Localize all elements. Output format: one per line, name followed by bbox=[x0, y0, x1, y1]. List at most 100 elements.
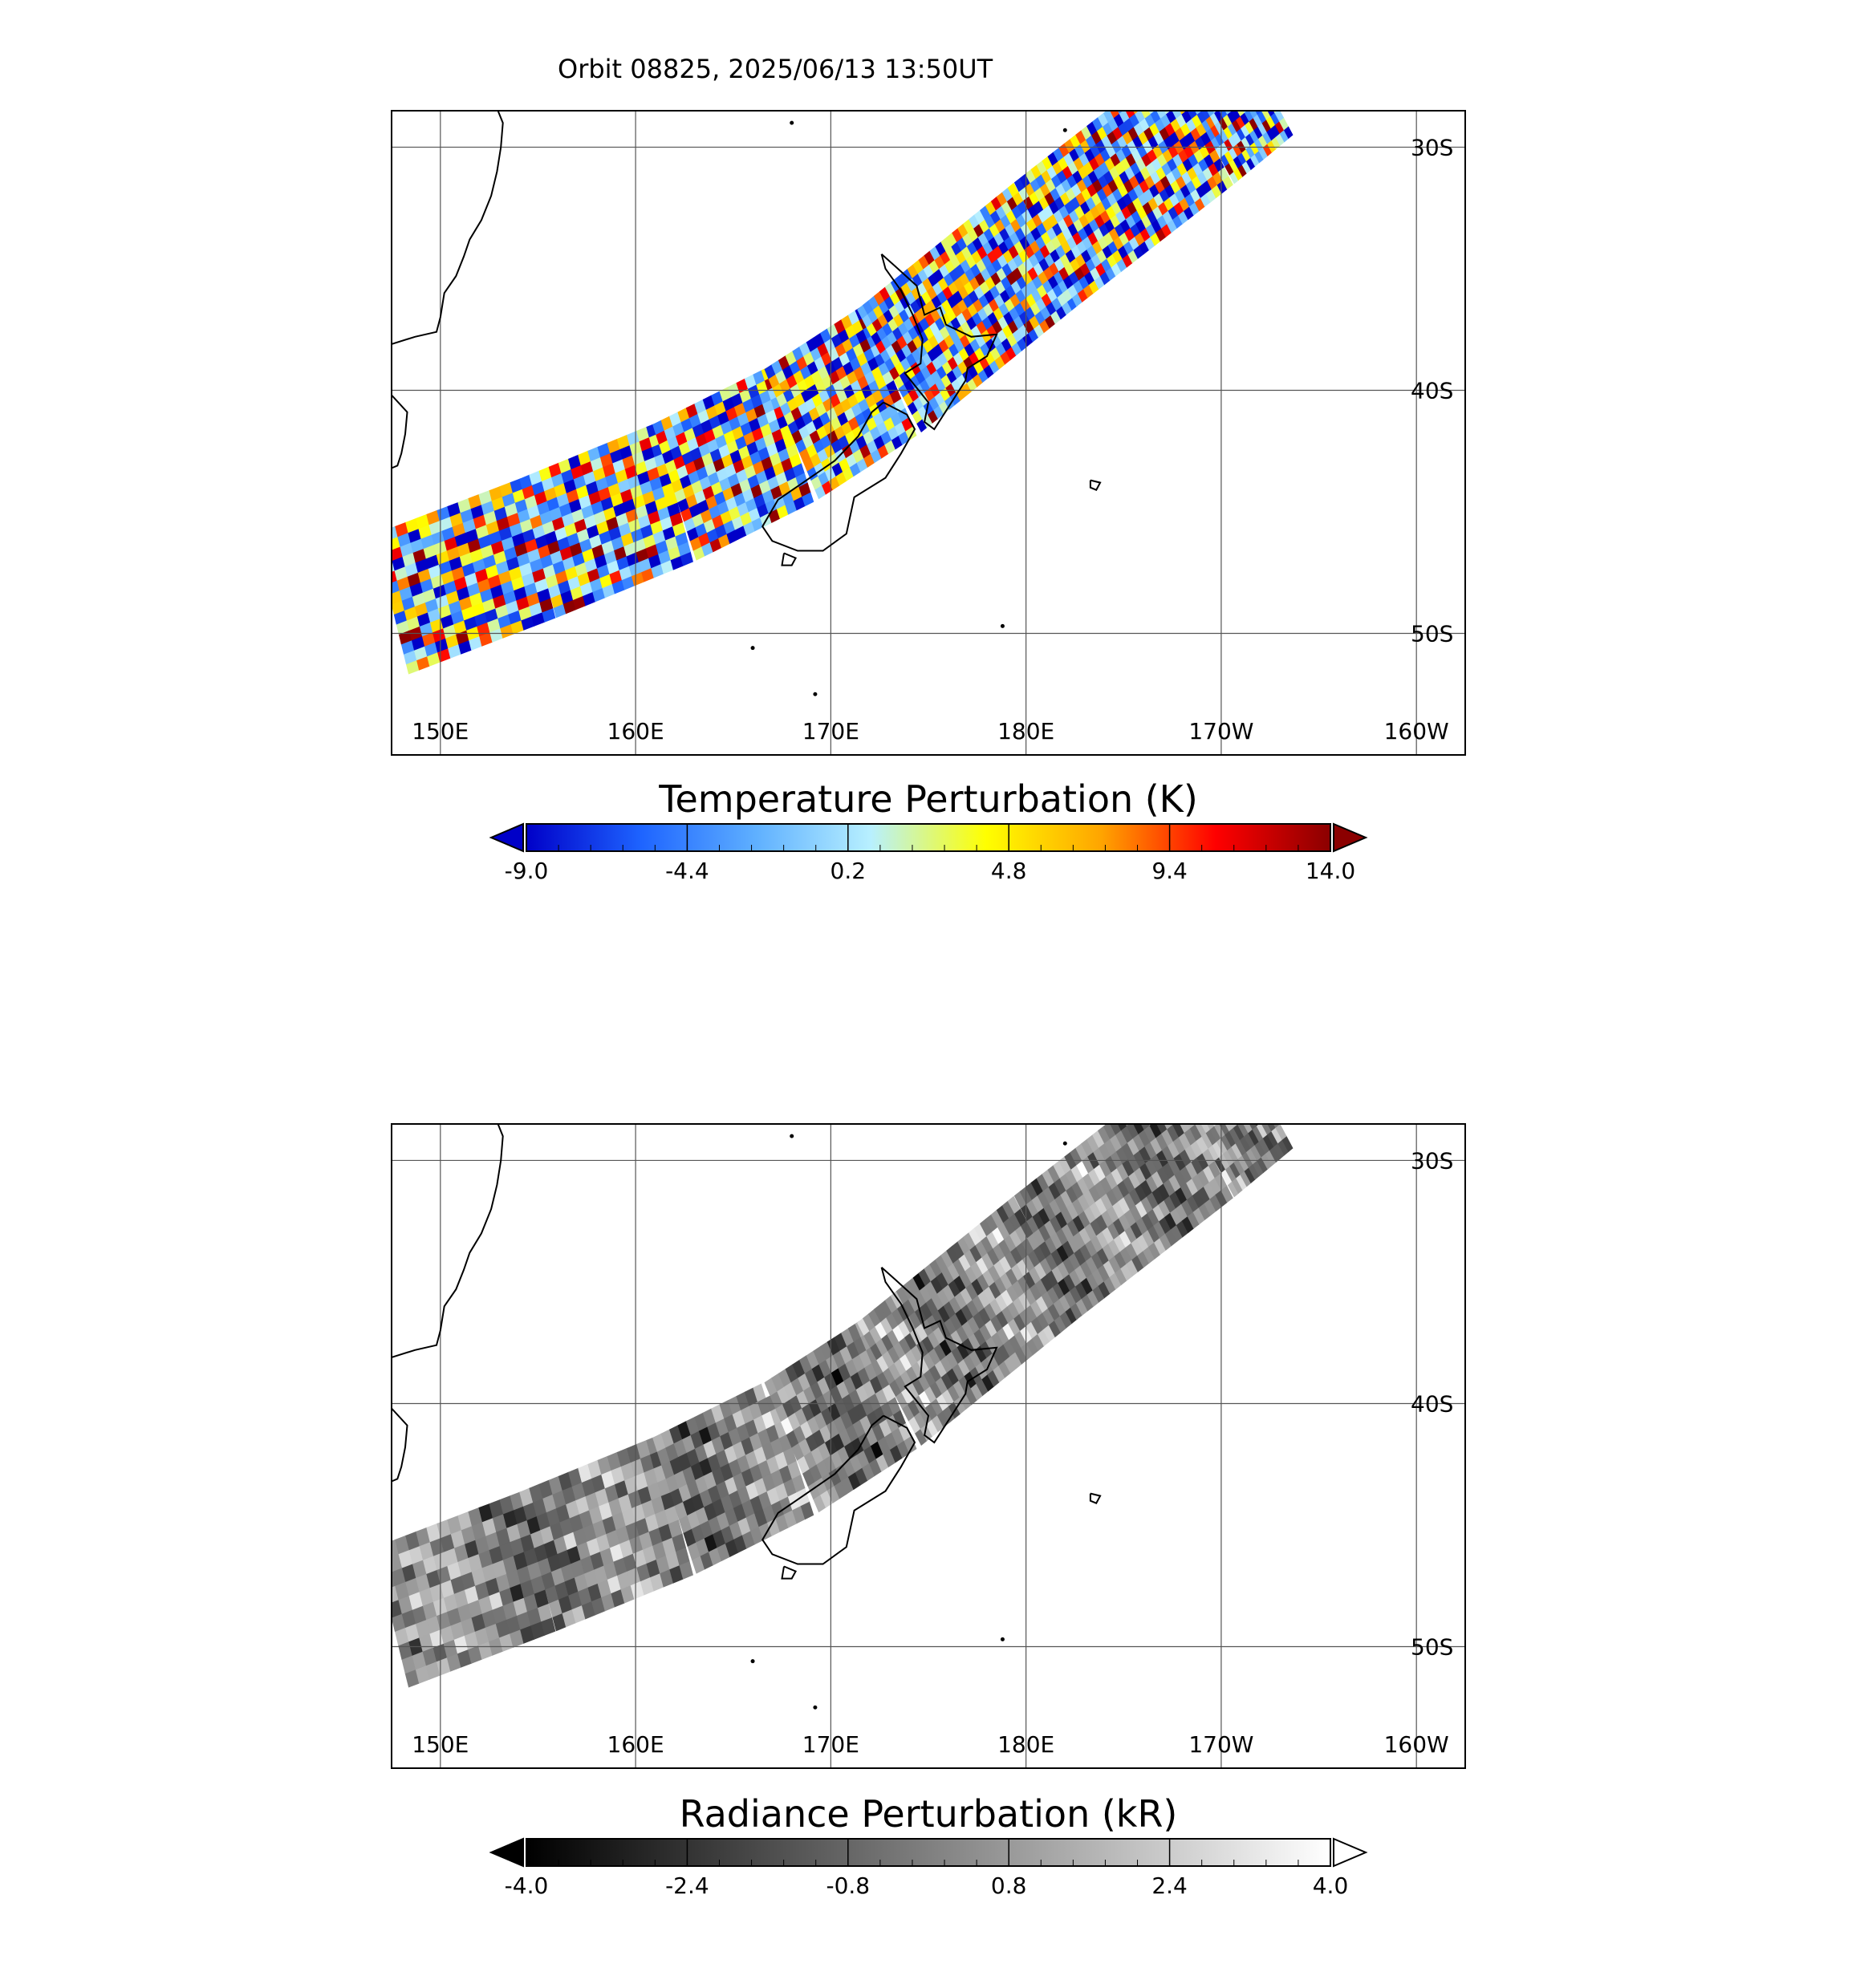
swath-cell bbox=[1231, 111, 1233, 112]
swath-cell bbox=[1137, 83, 1147, 95]
swath-cell bbox=[1191, 54, 1200, 66]
swath-cell bbox=[1224, 1124, 1234, 1132]
swath-cell bbox=[1252, 78, 1261, 90]
swath-cell bbox=[1126, 91, 1136, 104]
swath-cell bbox=[1173, 92, 1184, 105]
swath-cell bbox=[1217, 69, 1226, 81]
longitude-label: 170W bbox=[1188, 718, 1253, 744]
temperature-colorbar-under-arrow bbox=[489, 822, 524, 853]
swath-cell bbox=[1208, 76, 1217, 88]
swath-cell bbox=[1235, 1105, 1245, 1120]
swath-cell bbox=[1204, 79, 1213, 91]
swath-cell bbox=[1154, 70, 1164, 83]
colorbar-tick-label: -4.4 bbox=[665, 858, 709, 884]
colorbar-tick-label: 2.4 bbox=[1151, 1872, 1188, 1899]
swath-cell bbox=[1224, 1027, 1234, 1043]
coastline-new_zealand_north bbox=[880, 1267, 998, 1444]
swath-cell bbox=[1183, 73, 1192, 85]
swath-cell bbox=[1187, 111, 1198, 120]
swath-cell bbox=[1249, 1124, 1257, 1130]
swath-cell bbox=[1174, 67, 1183, 79]
swath-cell bbox=[1192, 78, 1200, 90]
swath-cell bbox=[1194, 1051, 1204, 1067]
swath-cell bbox=[1224, 38, 1233, 50]
colorbar-tick-label: 4.0 bbox=[1313, 1872, 1349, 1899]
swath-cell bbox=[1199, 1082, 1209, 1098]
swath-cell bbox=[1182, 1096, 1192, 1112]
swath-cell bbox=[1241, 1082, 1252, 1097]
swath-cell bbox=[1199, 1048, 1209, 1063]
swath-cell bbox=[1254, 1106, 1265, 1122]
coastline-australia bbox=[392, 111, 504, 345]
swath-cell bbox=[1220, 54, 1229, 66]
swath-cell bbox=[1231, 111, 1241, 120]
swath-cell bbox=[1244, 97, 1253, 109]
swath-cell bbox=[1212, 48, 1220, 60]
swath-cell bbox=[1256, 75, 1265, 87]
swath-cell bbox=[1136, 96, 1146, 110]
swath-cell bbox=[1220, 29, 1229, 41]
swath-cell bbox=[1244, 85, 1253, 97]
longitude-label: 160W bbox=[1384, 1731, 1449, 1758]
swath-cell bbox=[1200, 111, 1211, 120]
swath-cell bbox=[1195, 1124, 1196, 1125]
swath-cell bbox=[1148, 1124, 1152, 1126]
swath-cell bbox=[1143, 79, 1153, 91]
swath-cell bbox=[1173, 55, 1182, 67]
swath-cell bbox=[1195, 111, 1202, 115]
longitude-label: 150E bbox=[412, 1731, 469, 1758]
radiance-colorbar-ramp bbox=[526, 1838, 1331, 1867]
swath-cell bbox=[1164, 1124, 1173, 1130]
swath-cell bbox=[1177, 1099, 1189, 1116]
swath-cell bbox=[1131, 87, 1142, 101]
swath-cell bbox=[1190, 1055, 1200, 1071]
swath-cell bbox=[1131, 1101, 1143, 1118]
swath-cell bbox=[1195, 50, 1204, 62]
swath-cell bbox=[1257, 87, 1265, 99]
swath-cell bbox=[1186, 45, 1195, 57]
swath-cell bbox=[1249, 93, 1257, 105]
temperature-colorbar-ramp bbox=[526, 823, 1331, 852]
swath-cell bbox=[1133, 1124, 1145, 1134]
coastline-chatham_islands bbox=[1089, 479, 1102, 491]
swath-cell bbox=[1147, 87, 1158, 100]
island-dot bbox=[1062, 1141, 1067, 1146]
swath-cell bbox=[1205, 1060, 1216, 1076]
swath-cell bbox=[1195, 1124, 1207, 1137]
swath-cell bbox=[1207, 1124, 1215, 1130]
swath-cell bbox=[1203, 31, 1212, 43]
swath-cell bbox=[1179, 76, 1188, 88]
colorbar-tick-label: -2.4 bbox=[665, 1872, 709, 1899]
swath-cell bbox=[1155, 1100, 1167, 1117]
island-dot bbox=[1000, 623, 1005, 628]
swath-cell bbox=[1256, 1124, 1268, 1138]
swath-cell bbox=[1229, 22, 1237, 34]
radiance-map-longitude-labels: 150E 160E 170E 180E 170W 160W bbox=[412, 1731, 1449, 1758]
latitude-label: 50S bbox=[1411, 1633, 1453, 1660]
longitude-label: 170W bbox=[1188, 1731, 1253, 1758]
swath-cell bbox=[1245, 1079, 1256, 1095]
swath-cell bbox=[1225, 50, 1234, 62]
swath-cell bbox=[1233, 31, 1241, 43]
swath-cell bbox=[1153, 83, 1164, 95]
temperature-map-gridlines bbox=[392, 111, 1465, 755]
swath-cell bbox=[1239, 1067, 1249, 1083]
swath-cell bbox=[1248, 1094, 1258, 1110]
swath-cell bbox=[1267, 111, 1276, 117]
swath-cell bbox=[1178, 52, 1187, 64]
swath-cell bbox=[1216, 1103, 1227, 1118]
swath-cell bbox=[1233, 1089, 1243, 1106]
swath-cell bbox=[1261, 111, 1271, 120]
swath-cell bbox=[1193, 1105, 1204, 1121]
temperature-map-panel: 150E 160E 170E 180E 170W 160W 30S 40S 50S bbox=[391, 22, 1466, 756]
swath-cell bbox=[1196, 1067, 1207, 1082]
swath-cell bbox=[1212, 60, 1221, 72]
swath-cell bbox=[1229, 34, 1237, 47]
swath-cell bbox=[1142, 91, 1152, 105]
swath-cell bbox=[1126, 1105, 1138, 1122]
swath-cell bbox=[1217, 1049, 1228, 1065]
swath-cell bbox=[1265, 91, 1274, 103]
swath-cell bbox=[1176, 1084, 1186, 1100]
island-dot bbox=[750, 646, 755, 651]
swath-cell bbox=[1226, 1077, 1237, 1093]
